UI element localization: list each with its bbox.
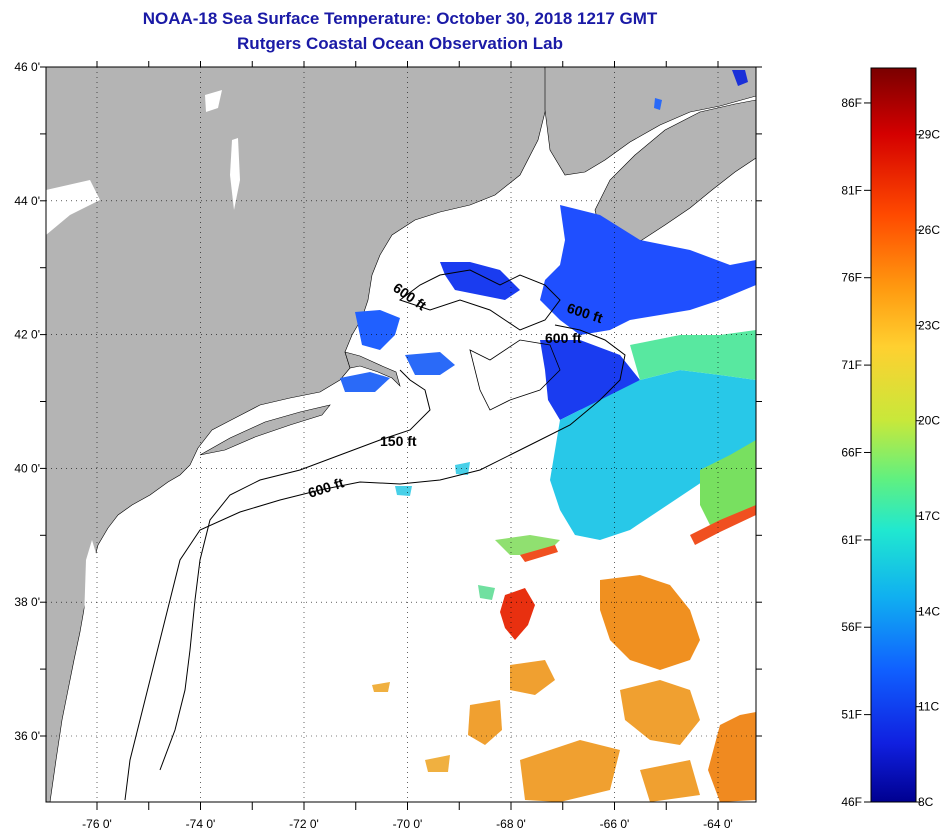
axis-ticks: [40, 61, 762, 810]
longitude-label: -68 0': [496, 817, 526, 831]
sst-patch-mid-2: [630, 330, 756, 380]
longitude-label: -76 0': [82, 817, 112, 831]
contour-inner: [469, 339, 561, 411]
latitude-label: 40 0': [14, 461, 40, 475]
colorbar-fahrenheit-label: 66F: [841, 445, 862, 459]
colorbar-celsius-label: 20C: [918, 414, 940, 428]
longitude-label: -66 0': [600, 817, 630, 831]
land-new-brunswick: [544, 67, 756, 176]
sst-patch-mid-1: [550, 370, 756, 540]
sst-patch-warm-3: [690, 505, 756, 545]
sst-patch-warm-9: [520, 740, 620, 802]
longitude-label: -72 0': [289, 817, 319, 831]
colorbar-fahrenheit-label: 46F: [841, 795, 862, 809]
sst-patch-warm-8: [468, 700, 502, 745]
colorbar-fahrenheit-label: 71F: [841, 358, 862, 372]
sst-patch-warm-7: [620, 680, 700, 745]
land-us-mainland: [46, 67, 549, 802]
sst-patch-warm-6: [708, 712, 756, 802]
lake-ontario-edge: [46, 180, 100, 235]
longitude-label: -70 0': [393, 817, 423, 831]
colorbar-celsius-label: 14C: [918, 604, 940, 618]
colorbar-fahrenheit-label: 76F: [841, 271, 862, 285]
sst-patch-cold-6: [340, 372, 390, 392]
sst-patch-warm-11: [425, 755, 450, 772]
sst-patch-mid-5: [478, 585, 495, 600]
water-delaware-bay: [118, 515, 132, 545]
land-long-island: [199, 404, 331, 456]
graticule: [46, 67, 756, 802]
sst-patch-cold-1: [540, 205, 756, 335]
sst-patch-warm-4: [600, 575, 700, 670]
latitude-labels: 46 0' 44 0' 42 0' 40 0' 38 0' 36 0': [14, 60, 40, 743]
latitude-label: 42 0': [14, 328, 40, 342]
water-chesapeake: [84, 540, 98, 650]
sst-patch-warm-2: [520, 545, 558, 562]
lake-winnipesaukee: [205, 90, 222, 112]
lake-champlain: [230, 138, 240, 210]
longitude-label: -64 0': [703, 817, 733, 831]
latitude-label: 38 0': [14, 595, 40, 609]
contour-label-150ft: 150 ft: [380, 433, 417, 449]
sst-patch-cold-7: [732, 70, 748, 86]
map-subtitle: Rutgers Coastal Ocean Observation Lab: [237, 34, 563, 53]
sst-patch-mid-6: [455, 462, 470, 475]
sst-patch-warm-5: [510, 660, 555, 695]
colorbar-fahrenheit-label: 56F: [841, 620, 862, 634]
colorbar-celsius-label: 29C: [918, 128, 940, 142]
sst-patch-warm-1: [500, 588, 535, 640]
colorbar-celsius-label: 8C: [918, 795, 934, 809]
longitude-labels: -76 0' -74 0' -72 0' -70 0' -68 0' -66 0' -64 …: [82, 817, 733, 831]
colorbar-celsius-label: 23C: [918, 318, 940, 332]
sst-patch-cold-8: [654, 98, 662, 110]
contour-label-600ft-3: 600 ft: [545, 330, 582, 346]
colorbar-celsius-label: 26C: [918, 223, 940, 237]
sst-patch-warm-10: [372, 682, 390, 692]
sst-patch-mid-7: [395, 486, 412, 496]
latitude-label: 44 0': [14, 194, 40, 208]
colorbar-celsius-label: 17C: [918, 509, 940, 523]
latitude-label: 46 0': [14, 60, 40, 74]
sst-patch-cold-5: [405, 352, 455, 375]
colorbar-celsius-label: 11C: [918, 700, 939, 714]
longitude-label: -74 0': [186, 817, 216, 831]
colorbar-fahrenheit-label: 51F: [841, 708, 862, 722]
map-title: NOAA-18 Sea Surface Temperature: October…: [142, 9, 658, 28]
land-cape-cod: [344, 351, 401, 388]
colorbar-fahrenheit-label: 81F: [841, 183, 862, 197]
contour-600ft: [124, 324, 626, 801]
contour-150ft: [159, 369, 431, 771]
colorbar-ticks: 86F 81F 76F 71F 66F 61F 56F 51F 46F 29C 26C 23C 20C 1…: [841, 96, 940, 809]
colorbar-scale: [870, 67, 917, 803]
contour-600ft-gulf: [398, 269, 561, 331]
colorbar-fahrenheit-label: 61F: [841, 533, 862, 547]
sst-patch-cold-4: [540, 340, 640, 420]
latitude-label: 36 0': [14, 729, 40, 743]
sst-patch-warm-12: [640, 760, 700, 802]
sst-patch-cold-3: [355, 310, 400, 350]
colorbar-fahrenheit-label: 86F: [841, 96, 862, 110]
sst-patch-mid-3: [700, 440, 756, 525]
map-frame: [45, 66, 757, 803]
